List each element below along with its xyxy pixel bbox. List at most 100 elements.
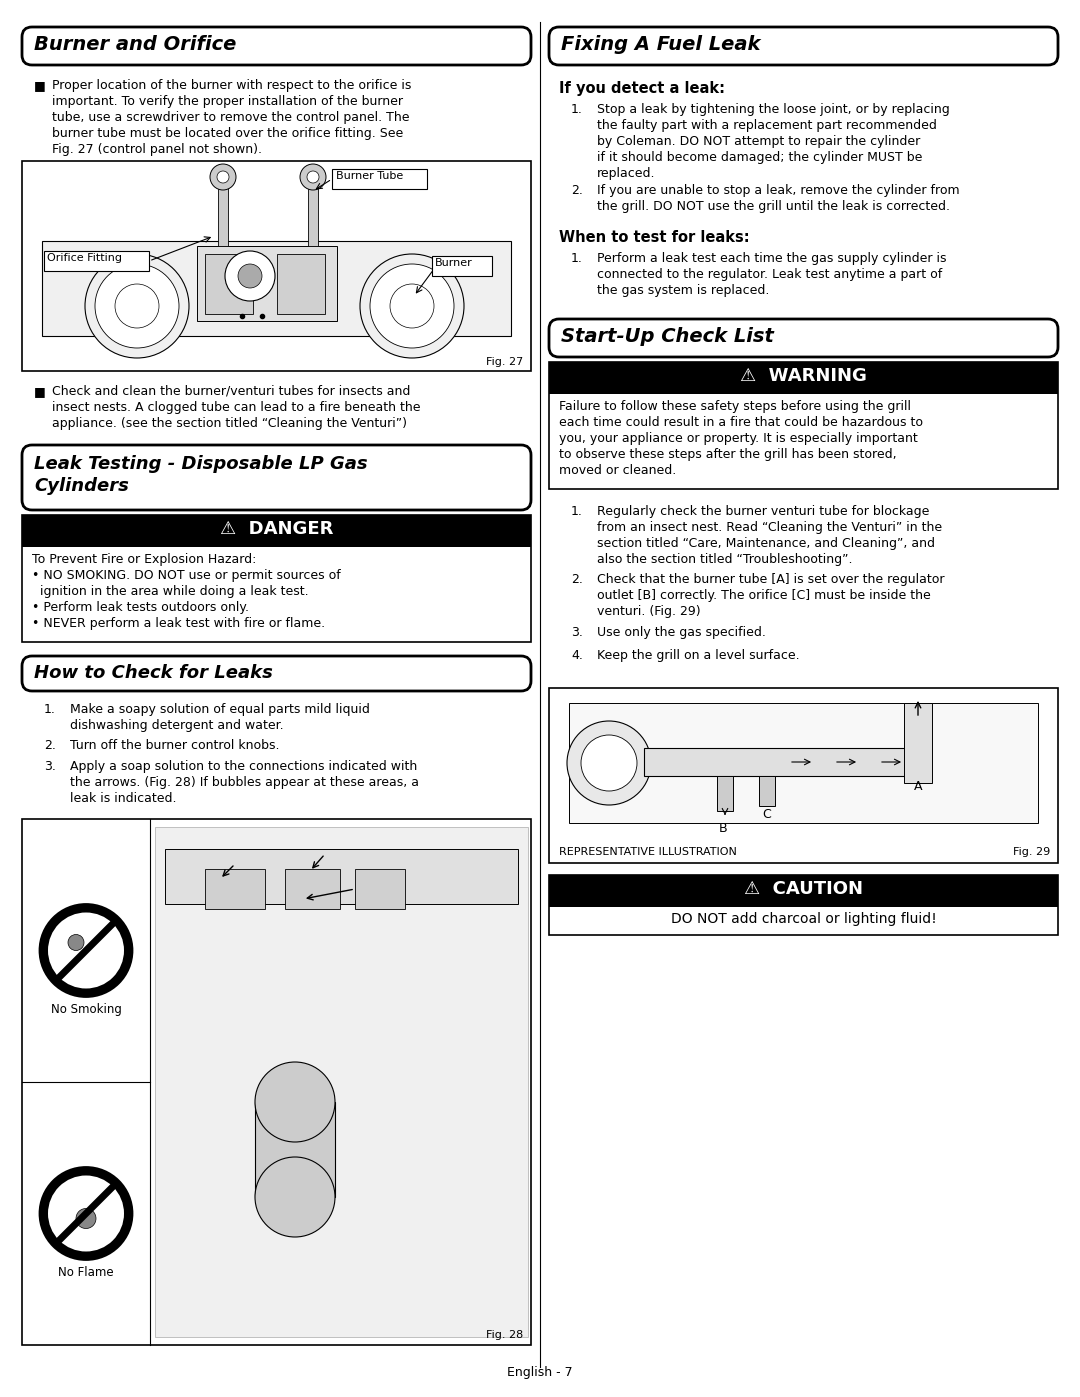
Bar <box>549 362 1058 394</box>
Text: ⚠  DANGER: ⚠ DANGER <box>220 520 334 538</box>
Text: If you are unable to stop a leak, remove the cylinder from
the grill. DO NOT use: If you are unable to stop a leak, remove… <box>597 184 960 212</box>
Circle shape <box>95 264 179 348</box>
Circle shape <box>390 284 434 328</box>
Bar <box>549 687 1058 863</box>
Text: Check that the burner tube [A] is set over the regulator
outlet [B] correctly. T: Check that the burner tube [A] is set ov… <box>597 573 945 617</box>
Bar <box>759 775 775 806</box>
Text: 2.: 2. <box>571 573 583 585</box>
Bar <box>205 869 265 909</box>
Text: Turn off the burner control knobs.: Turn off the burner control knobs. <box>70 739 280 752</box>
Circle shape <box>581 735 637 791</box>
Bar <box>22 515 531 643</box>
Text: Make a soapy solution of equal parts mild liquid
dishwashing detergent and water: Make a soapy solution of equal parts mil… <box>70 703 369 732</box>
Bar <box>549 362 1058 489</box>
Text: Use only the gas specified.: Use only the gas specified. <box>597 626 766 638</box>
Text: 2.: 2. <box>44 739 56 752</box>
Text: A: A <box>914 780 922 793</box>
Bar <box>717 775 733 812</box>
Circle shape <box>307 170 319 183</box>
Text: 3.: 3. <box>571 626 583 638</box>
Bar <box>904 703 932 782</box>
Circle shape <box>217 170 229 183</box>
Circle shape <box>238 264 262 288</box>
Text: Failure to follow these safety steps before using the grill
each time could resu: Failure to follow these safety steps bef… <box>559 400 923 476</box>
Text: Apply a soap solution to the connections indicated with
the arrows. (Fig. 28) If: Apply a soap solution to the connections… <box>70 760 419 805</box>
Text: REPRESENTATIVE ILLUSTRATION: REPRESENTATIVE ILLUSTRATION <box>559 847 737 856</box>
Text: ■: ■ <box>33 386 45 398</box>
Text: Burner and Orifice: Burner and Orifice <box>33 35 237 54</box>
Circle shape <box>40 904 132 996</box>
Text: Proper location of the burner with respect to the orifice is
important. To verif: Proper location of the burner with respe… <box>52 80 411 156</box>
Text: Keep the grill on a level surface.: Keep the grill on a level surface. <box>597 650 799 662</box>
Circle shape <box>210 163 237 190</box>
Bar <box>197 246 337 321</box>
Bar <box>44 251 149 271</box>
Text: Stop a leak by tightening the loose joint, or by replacing
the faulty part with : Stop a leak by tightening the loose join… <box>597 103 949 180</box>
Circle shape <box>68 935 84 950</box>
Circle shape <box>255 1062 335 1141</box>
Text: Regularly check the burner venturi tube for blockage
from an insect nest. Read “: Regularly check the burner venturi tube … <box>597 504 942 566</box>
Bar <box>42 242 511 337</box>
Circle shape <box>360 254 464 358</box>
Text: When to test for leaks:: When to test for leaks: <box>559 231 750 244</box>
Circle shape <box>255 1157 335 1236</box>
Circle shape <box>85 254 189 358</box>
Circle shape <box>48 1175 124 1252</box>
Circle shape <box>114 284 159 328</box>
Text: If you detect a leak:: If you detect a leak: <box>559 81 725 96</box>
Text: 4.: 4. <box>571 650 583 662</box>
Bar <box>22 161 531 372</box>
Bar <box>205 254 253 314</box>
Bar <box>355 869 405 909</box>
Text: 1.: 1. <box>44 703 56 717</box>
Text: Start-Up Check List: Start-Up Check List <box>561 327 774 346</box>
Text: Perform a leak test each time the gas supply cylinder is
connected to the regula: Perform a leak test each time the gas su… <box>597 251 946 298</box>
Text: DO NOT add charcoal or lighting fluid!: DO NOT add charcoal or lighting fluid! <box>671 912 936 926</box>
Bar <box>644 747 914 775</box>
Text: 1.: 1. <box>571 251 583 265</box>
Text: ⚠  CAUTION: ⚠ CAUTION <box>744 880 863 898</box>
Circle shape <box>567 721 651 805</box>
Text: 1.: 1. <box>571 103 583 116</box>
Bar <box>432 256 492 277</box>
Circle shape <box>225 251 275 300</box>
Bar <box>22 819 531 1345</box>
Bar <box>165 849 518 904</box>
Text: Leak Testing - Disposable LP Gas
Cylinders: Leak Testing - Disposable LP Gas Cylinde… <box>33 455 367 495</box>
Circle shape <box>40 1168 132 1260</box>
Text: Check and clean the burner/venturi tubes for insects and
insect nests. A clogged: Check and clean the burner/venturi tubes… <box>52 386 420 430</box>
Circle shape <box>48 912 124 989</box>
Bar <box>156 827 528 1337</box>
Bar <box>285 869 340 909</box>
Text: Burner: Burner <box>435 258 473 268</box>
Text: No Smoking: No Smoking <box>51 1003 121 1016</box>
Text: English - 7: English - 7 <box>508 1366 572 1379</box>
Bar <box>569 703 1038 823</box>
Text: Fig. 29: Fig. 29 <box>1013 847 1050 856</box>
Text: B: B <box>718 821 727 835</box>
Circle shape <box>76 1208 96 1228</box>
Text: Fig. 27: Fig. 27 <box>486 358 523 367</box>
Bar <box>255 1102 335 1197</box>
Text: ⚠  WARNING: ⚠ WARNING <box>740 367 867 386</box>
Circle shape <box>370 264 454 348</box>
Text: 3.: 3. <box>44 760 56 773</box>
Text: Burner Tube: Burner Tube <box>336 170 403 182</box>
Bar <box>276 254 325 314</box>
FancyBboxPatch shape <box>22 657 531 692</box>
Text: 1.: 1. <box>571 504 583 518</box>
Bar <box>549 875 1058 935</box>
FancyBboxPatch shape <box>22 27 531 66</box>
Bar <box>549 875 1058 907</box>
Text: Fixing A Fuel Leak: Fixing A Fuel Leak <box>561 35 760 54</box>
Circle shape <box>300 163 326 190</box>
Text: ■: ■ <box>33 80 45 92</box>
Text: Fig. 28: Fig. 28 <box>486 1330 523 1340</box>
Text: C: C <box>762 807 771 821</box>
Text: To Prevent Fire or Explosion Hazard:
• NO SMOKING. DO NOT use or permit sources : To Prevent Fire or Explosion Hazard: • N… <box>32 553 341 630</box>
Text: Orifice Fitting: Orifice Fitting <box>48 253 122 263</box>
FancyBboxPatch shape <box>22 446 531 510</box>
Bar <box>308 182 318 246</box>
Bar <box>218 182 228 246</box>
Text: How to Check for Leaks: How to Check for Leaks <box>33 664 273 682</box>
